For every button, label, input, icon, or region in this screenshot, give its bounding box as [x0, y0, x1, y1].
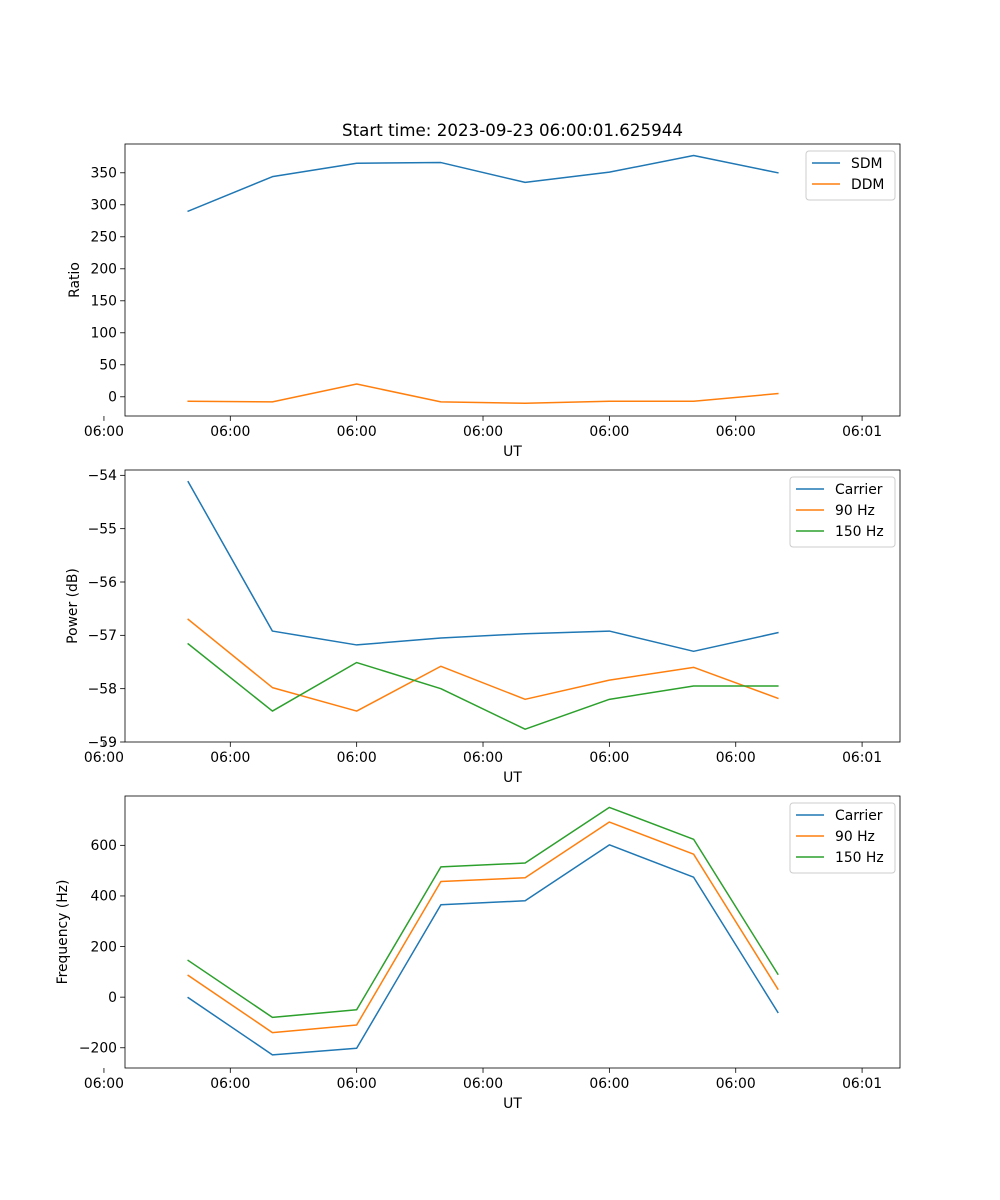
- y-tick-label: 100: [90, 326, 117, 342]
- y-tick-label: 200: [90, 262, 117, 278]
- legend-label: 90 Hz: [835, 503, 875, 519]
- x-axis-label: UT: [503, 1096, 522, 1112]
- y-axis-label: Frequency (Hz): [55, 880, 71, 985]
- x-tick-label: 06:00: [716, 750, 756, 766]
- x-tick-label: 06:00: [337, 1076, 377, 1092]
- x-tick-label: 06:00: [589, 1076, 629, 1092]
- legend-label: Carrier: [835, 808, 883, 824]
- y-tick-label: 600: [90, 838, 117, 854]
- x-tick-label: 06:00: [716, 1076, 756, 1092]
- y-tick-label: 250: [90, 230, 117, 246]
- y-tick-label: 0: [108, 990, 117, 1006]
- y-tick-label: −59: [88, 735, 117, 751]
- y-tick-label: 200: [90, 939, 117, 955]
- chart-panel-1: 06:00 06:00 06:00 06:00 06:00 06:00 06:01 0 50 10…: [67, 120, 901, 460]
- legend-label: Carrier: [835, 482, 883, 498]
- y-tick-label: −200: [79, 1041, 117, 1057]
- y-tick-label: 350: [90, 166, 117, 182]
- x-tick-label: 06:01: [842, 750, 882, 766]
- x-tick-label: 06:00: [84, 424, 124, 440]
- x-tick-label: 06:00: [210, 750, 250, 766]
- legend-box: [789, 476, 896, 548]
- x-tick-label: 06:01: [842, 424, 882, 440]
- x-tick-label: 06:00: [463, 1076, 503, 1092]
- y-tick-label: 300: [90, 198, 117, 214]
- y-axis-label: Power (dB): [65, 568, 81, 644]
- x-tick-label: 06:00: [716, 424, 756, 440]
- x-tick-label: 06:00: [84, 750, 124, 766]
- legend-label: SDM: [851, 156, 883, 172]
- x-tick-label: 06:00: [337, 750, 377, 766]
- y-tick-label: 400: [90, 889, 117, 905]
- x-axis-label: UT: [503, 444, 522, 460]
- x-tick-label: 06:00: [589, 424, 629, 440]
- y-tick-label: −54: [88, 468, 117, 484]
- plot-frame: [124, 469, 901, 743]
- y-tick-label: −56: [88, 575, 117, 591]
- y-tick-label: 150: [90, 294, 117, 310]
- series-line-90-hz: [187, 618, 779, 712]
- chart-title: Start time: 2023-09-23 06:00:01.625944: [342, 120, 683, 140]
- y-tick-label: 50: [99, 358, 117, 374]
- y-tick-label: −57: [88, 628, 117, 644]
- series-line-90-hz: [187, 821, 779, 1034]
- y-tick-label: −58: [88, 681, 117, 697]
- chart-panel-3: 06:00 06:00 06:00 06:00 06:00 06:00 06:01 −200 0…: [55, 795, 901, 1112]
- plot-frame: [124, 143, 901, 417]
- y-axis-label: Ratio: [67, 262, 83, 298]
- plot-frame: [124, 795, 901, 1069]
- chart-panel-2: 06:00 06:00 06:00 06:00 06:00 06:00 06:01 −59 −5…: [65, 468, 901, 786]
- legend: Carrier 90 Hz 150 Hz: [789, 802, 896, 874]
- series-line-sdm: [187, 154, 779, 213]
- x-tick-label: 06:00: [589, 750, 629, 766]
- legend-label: 150 Hz: [835, 524, 884, 540]
- legend-box: [789, 802, 896, 874]
- x-tick-label: 06:00: [463, 750, 503, 766]
- legend-label: 90 Hz: [835, 829, 875, 845]
- x-tick-label: 06:00: [210, 424, 250, 440]
- x-tick-label: 06:01: [842, 1076, 882, 1092]
- series-line-carrier: [187, 480, 779, 653]
- x-axis-label: UT: [503, 770, 522, 786]
- x-tick-label: 06:00: [84, 1076, 124, 1092]
- y-tick-label: 0: [108, 390, 117, 406]
- x-tick-label: 06:00: [337, 424, 377, 440]
- series-line-150-hz: [187, 806, 779, 1019]
- x-tick-label: 06:00: [463, 424, 503, 440]
- series-line-ddm: [187, 383, 779, 404]
- legend-label: DDM: [851, 177, 884, 193]
- series-line-150-hz: [187, 642, 779, 730]
- series-line-carrier: [187, 844, 779, 1056]
- legend: SDM DDM: [805, 150, 896, 201]
- x-tick-label: 06:00: [210, 1076, 250, 1092]
- legend: Carrier 90 Hz 150 Hz: [789, 476, 896, 548]
- y-tick-label: −55: [88, 521, 117, 537]
- legend-label: 150 Hz: [835, 850, 884, 866]
